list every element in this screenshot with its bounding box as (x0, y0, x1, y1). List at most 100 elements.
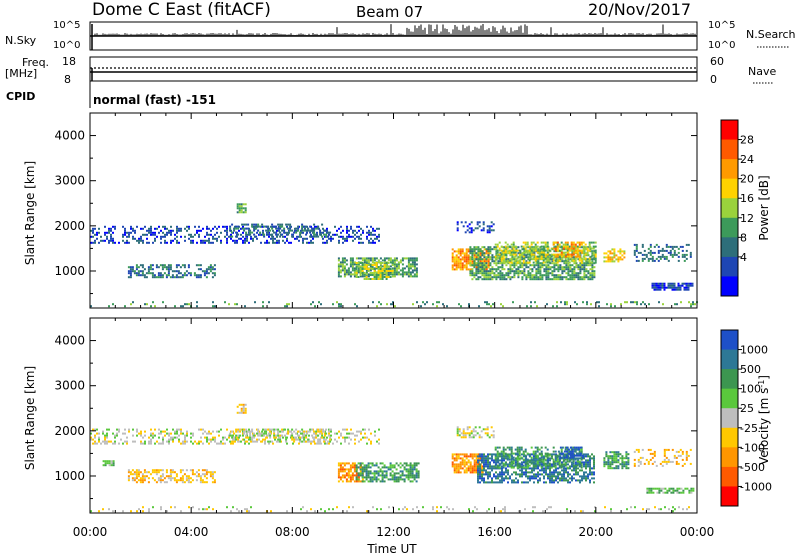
velocity-echo-cell (94, 429, 96, 431)
power-echo-cell (190, 236, 192, 238)
power-echo-cell (613, 250, 615, 252)
power-colorbar-swatch (721, 198, 738, 218)
velocity-echo-cell (412, 470, 414, 472)
velocity-echo-cell (200, 481, 202, 483)
velocity-echo-cell (226, 439, 228, 441)
power-echo-cell (499, 242, 501, 244)
power-echo-cell (360, 270, 362, 272)
power-echo-cell (156, 228, 158, 230)
velocity-echo-cell (222, 437, 224, 439)
power-echo-cell (176, 232, 178, 234)
velocity-echo-cell (198, 429, 200, 431)
power-echo-cell (577, 272, 579, 274)
power-echo-cell (244, 238, 246, 240)
velocity-echo-cell (348, 468, 350, 470)
velocity-echo-cell (414, 474, 416, 476)
power-echo-cell (306, 238, 308, 240)
velocity-echo-cell (233, 441, 235, 443)
power-echo-cell (531, 248, 533, 250)
power-echo-cell (140, 270, 142, 272)
velocity-echo-cell (495, 477, 497, 479)
velocity-echo-cell (178, 435, 180, 437)
velocity-echo-cell (376, 480, 378, 482)
power-echo-cell (374, 276, 376, 278)
velocity-echo-cell (299, 437, 301, 439)
power-echo-cell (118, 242, 120, 244)
velocity-echo-cell (527, 477, 529, 479)
velocity-echo-cell (452, 455, 454, 457)
velocity-echo-cell (563, 467, 565, 469)
power-echo-cell (652, 258, 654, 260)
power-echo-cell (317, 226, 319, 228)
power-echo-cell (501, 258, 503, 260)
velocity-echo-cell (348, 472, 350, 474)
velocity-echo-cell (324, 443, 326, 445)
power-echo-cell (338, 257, 340, 259)
power-echo-cell (322, 238, 324, 240)
power-echo-cell (178, 264, 180, 266)
power-echo-cell (537, 246, 539, 248)
velocity-echo-cell (196, 479, 198, 481)
velocity-echo-cell (166, 441, 168, 443)
power-echo-cell (322, 228, 324, 230)
power-echo-cell (552, 305, 554, 307)
power-echo-cell (493, 274, 495, 276)
power-echo-cell (660, 250, 662, 252)
power-echo-cell (270, 238, 272, 240)
power-echo-cell (654, 260, 656, 262)
power-echo-cell (529, 268, 531, 270)
velocity-echo-cell (491, 467, 493, 469)
power-echo-cell (688, 283, 690, 285)
power-echo-cell (477, 262, 479, 264)
power-echo-cell (382, 270, 384, 272)
velocity-echo-cell (368, 429, 370, 431)
power-echo-cell (664, 258, 666, 260)
velocity-echo-cell (237, 441, 239, 443)
power-echo-cell (547, 276, 549, 278)
velocity-echo-cell (372, 472, 374, 474)
cpid-row: CPID normal (fast) -151 (6, 81, 216, 108)
power-echo-cell (245, 232, 247, 234)
power-echo-cell (140, 238, 142, 240)
power-echo-cell (587, 250, 589, 252)
velocity-echo-cell (567, 479, 569, 481)
power-echo-cell (583, 276, 585, 278)
velocity-echo-cell (505, 461, 507, 463)
velocity-echo-cell (356, 470, 358, 472)
velocity-echo-cell (245, 437, 247, 439)
power-echo-cell (176, 270, 178, 272)
power-colorbar-tick-label: 4 (740, 251, 747, 264)
power-echo-cell (531, 242, 533, 244)
power-echo-cell (462, 262, 464, 264)
power-echo-cell (238, 230, 240, 232)
power-echo-cell (483, 266, 485, 268)
power-echo-cell (489, 256, 491, 258)
power-echo-cell (285, 224, 287, 226)
power-echo-cell (96, 238, 98, 240)
power-echo-cell (350, 263, 352, 265)
velocity-echo-cell (134, 441, 136, 443)
power-echo-cell (256, 232, 258, 234)
velocity-echo-cell (354, 474, 356, 476)
power-echo-cell (593, 242, 595, 244)
power-echo-cell (452, 258, 454, 260)
velocity-echo-cell (515, 471, 517, 473)
power-echo-cell (469, 256, 471, 258)
velocity-echo-cell (256, 433, 258, 435)
power-echo-cell (358, 257, 360, 259)
power-echo-cell (168, 230, 170, 232)
power-echo-cell (662, 248, 664, 250)
velocity-echo-cell (308, 435, 310, 437)
velocity-echo-cell (513, 479, 515, 481)
power-echo-cell (587, 262, 589, 264)
power-echo-cell (477, 258, 479, 260)
velocity-echo-cell (372, 480, 374, 482)
velocity-echo-cell (368, 462, 370, 464)
velocity-echo-cell (249, 437, 251, 439)
power-echo-cell (660, 256, 662, 258)
power-echo-cell (569, 248, 571, 250)
power-echo-cell (114, 228, 116, 230)
power-echo-cell (650, 252, 652, 254)
power-echo-cell (92, 228, 94, 230)
velocity-echo-cell (243, 404, 245, 406)
